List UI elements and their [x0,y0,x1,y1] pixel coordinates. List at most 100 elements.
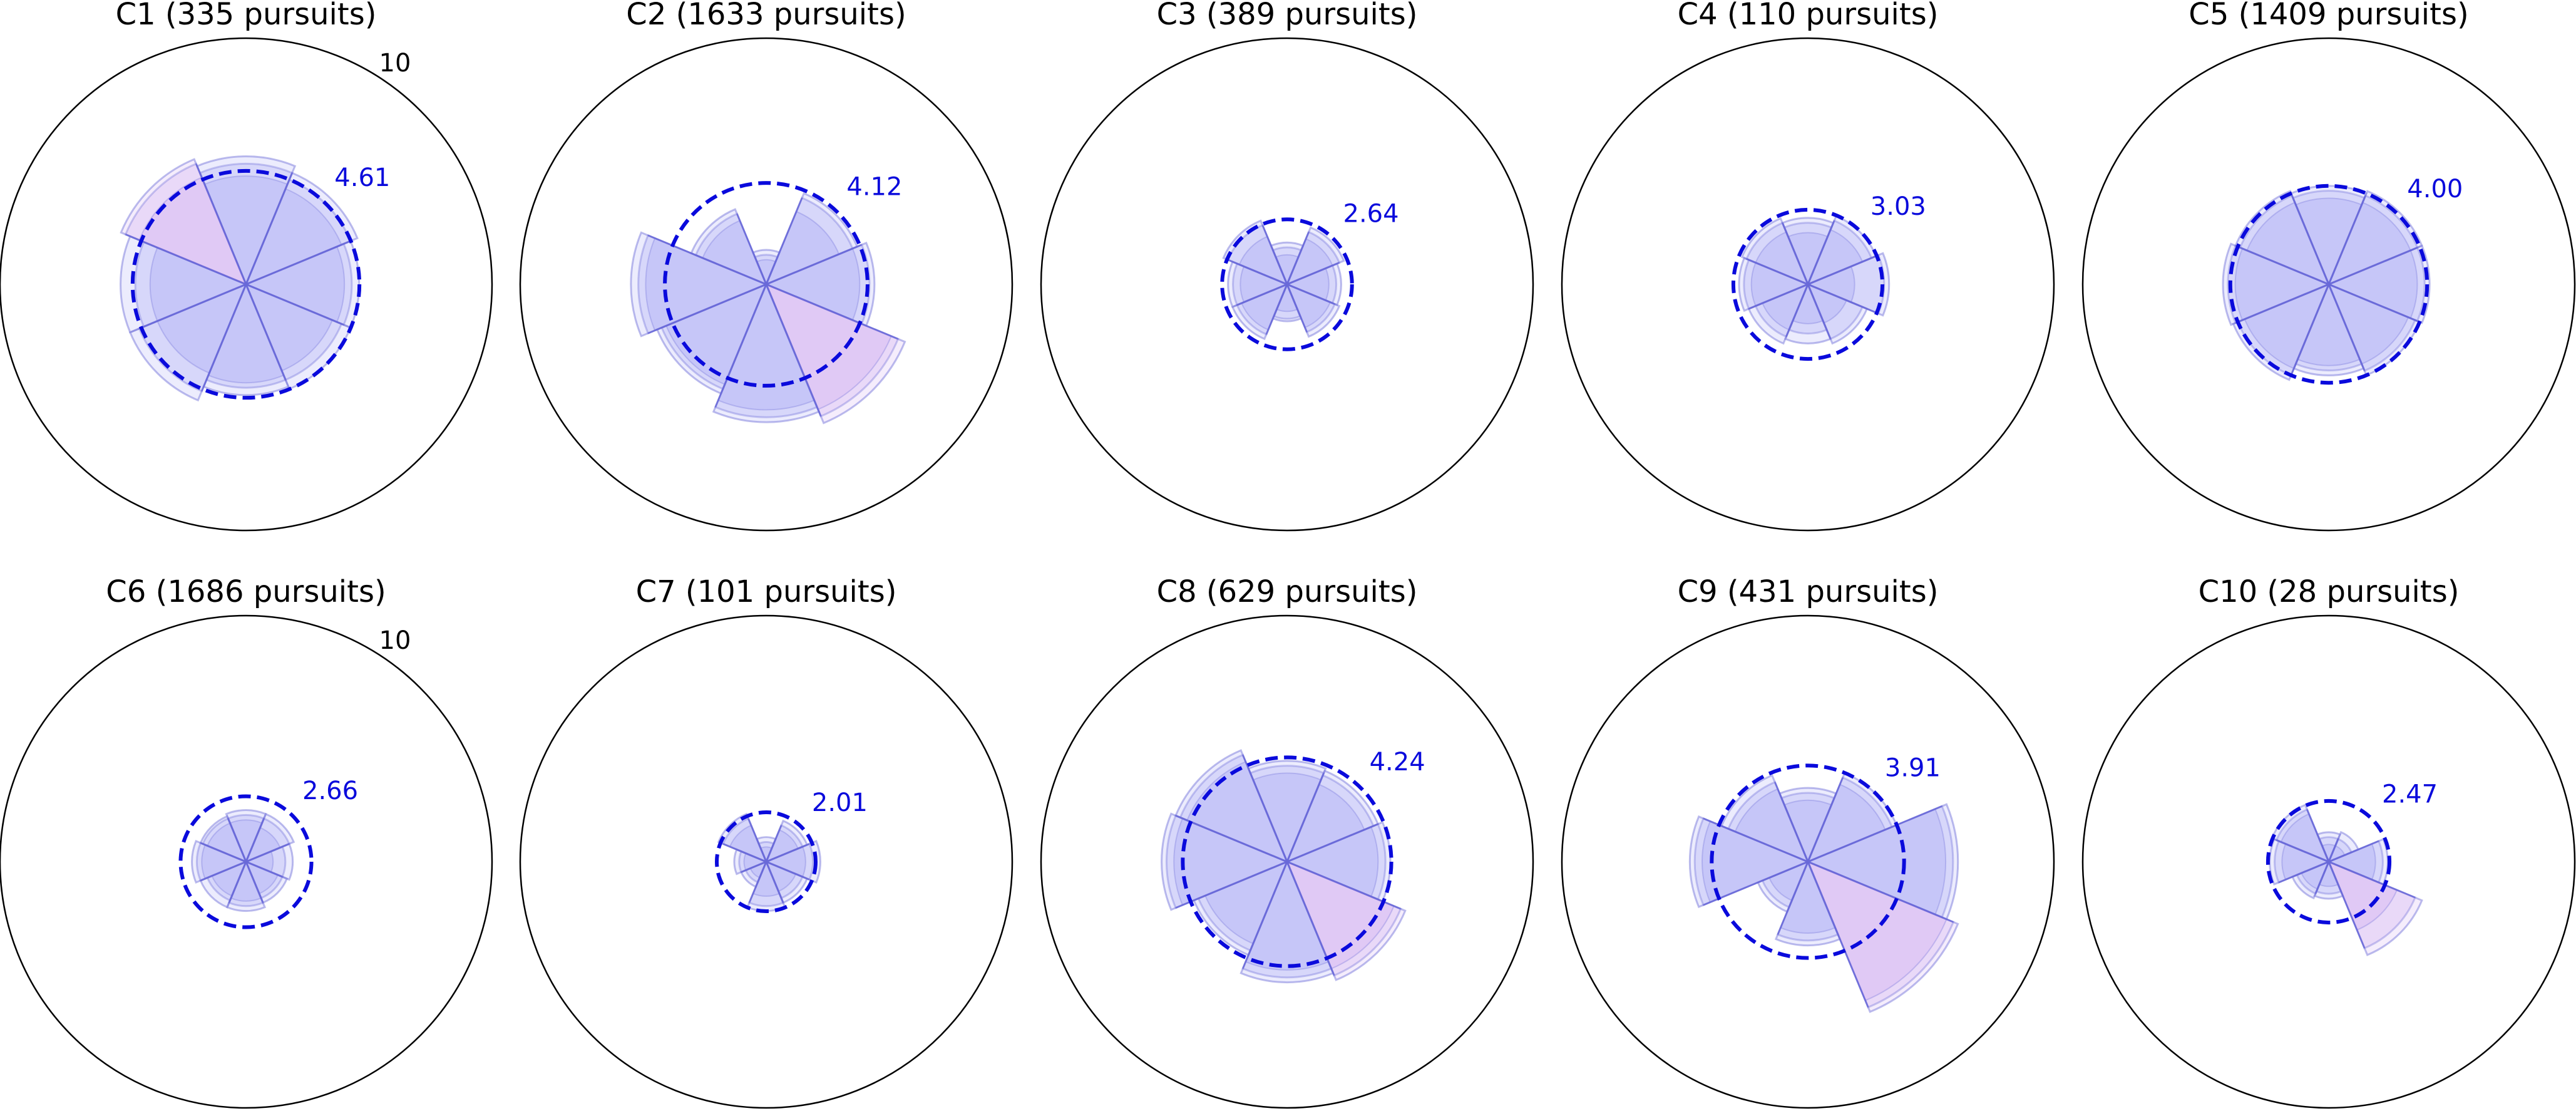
sector-lower-band [2297,282,2361,366]
direction-sector [244,812,295,864]
sector-spoke [245,283,344,326]
sector-upper-band [764,241,876,328]
sector-upper-band [1247,760,1327,864]
sector-upper-band [1285,226,1345,286]
sector-upper-band [1747,282,1810,345]
sector-median [1197,860,1289,952]
direction-sector [655,282,768,395]
direction-sector [764,819,809,864]
sector-spoke [1703,817,1809,863]
sector-lower-band [765,283,893,411]
sector-upper-band [1285,860,1407,981]
direction-sector [1806,282,1869,345]
sector-spoke [1286,772,1325,862]
sector-lower-band [665,283,767,386]
sector-upper-band [2222,242,2331,326]
sector-lower-band [717,282,816,411]
sector-spoke [1286,232,1310,285]
sector-median [694,212,768,286]
polar-outer-circle [519,614,1013,1109]
direction-sector [1805,252,1891,317]
mean-value-label: 3.03 [1870,192,1926,221]
sector-spoke [765,197,803,285]
sector-median [2327,194,2419,286]
sector-spoke [1286,283,1335,305]
polar-outer-circle [1561,614,2055,1109]
sector-lower-band [1204,860,1288,945]
sector-lower-band [1780,860,1836,934]
sector-median [2275,808,2331,864]
sector-spoke [2291,195,2330,285]
mean-circle [130,168,362,400]
sector-spoke [245,860,283,878]
sector-median [198,162,294,287]
polar-panel-10: C10 (28 pursuits) 2.47 [2081,574,2576,1109]
direction-sector [2271,804,2331,864]
sector-median [1179,753,1289,864]
sector-spoke [1807,777,1844,862]
sector-spoke [1748,283,1809,310]
direction-sector [1285,262,1342,307]
sector-spoke [1175,815,1288,863]
sector-upper-band [764,282,906,425]
direction-sector [2326,244,2431,324]
sector-upper-band [225,809,267,864]
sector-lower-band [764,247,861,321]
sector-median [764,197,854,286]
sector-spoke [765,284,822,417]
sector-spoke [2235,283,2329,324]
mean-circle [2228,183,2430,385]
sector-upper-band [1778,787,1838,864]
sector-lower-band [1238,235,1288,286]
sector-upper-band [1774,859,1842,947]
mean-value-label: 2.47 [2382,780,2438,809]
sector-upper-band [1805,252,1891,317]
polar-panel-2: C2 (1633 pursuits) 4.12 [519,0,1013,532]
direction-sector [764,839,821,884]
sector-lower-band [1186,760,1288,863]
direction-sector [630,231,769,338]
direction-sector [1806,772,1898,864]
direction-sector [202,282,290,396]
direction-sector [1720,774,1810,864]
sector-lower-band [2244,283,2330,369]
polar-panel-9: C9 (431 pursuits) 3.91 [1561,574,2055,1109]
polar-outer-circle [1040,37,1534,532]
direction-sector [2222,242,2331,326]
sector-lower-band [157,283,247,374]
sector-upper-band [244,812,295,864]
sector-median [1249,765,1325,864]
sector-spoke [647,234,767,286]
direction-sector [195,155,297,287]
polar-panel-1: C1 (335 pursuits)10 4.61 [0,0,493,532]
sector-median [660,282,768,390]
sector-spoke [766,244,862,286]
sector-spoke [1807,861,1869,1008]
sector-spoke [245,284,287,380]
sector-spoke [1746,258,1809,286]
direction-sector [1285,820,1392,903]
sector-upper-band [1285,769,1380,864]
direction-sector [764,192,859,286]
sector-lower-band [149,247,248,322]
sector-upper-band [2327,190,2423,286]
direction-sector [244,282,352,390]
polar-outer-circle [0,37,493,532]
panel-title: C3 (389 pursuits) [1157,0,1418,32]
polar-outer-circle [519,37,1013,532]
sector-spoke [1777,861,1809,935]
sector-lower-band [1787,232,1829,286]
sector-spoke [245,843,290,863]
polar-panel-6: C6 (1686 pursuits) 10 2.66 [0,574,493,1109]
sector-spoke [1261,225,1288,285]
sector-lower-band [244,245,346,323]
sector-upper-band [2232,282,2331,381]
sector-spoke [227,818,247,862]
polar-outer-circle [2081,614,2576,1109]
sector-median [2227,244,2331,324]
panel-title: C9 (431 pursuits) [1678,574,1939,609]
mean-value-label: 3.91 [1885,754,1941,783]
polar-outer-circle [0,614,493,1109]
direction-sector [1747,282,1810,345]
sector-spoke [200,860,247,882]
